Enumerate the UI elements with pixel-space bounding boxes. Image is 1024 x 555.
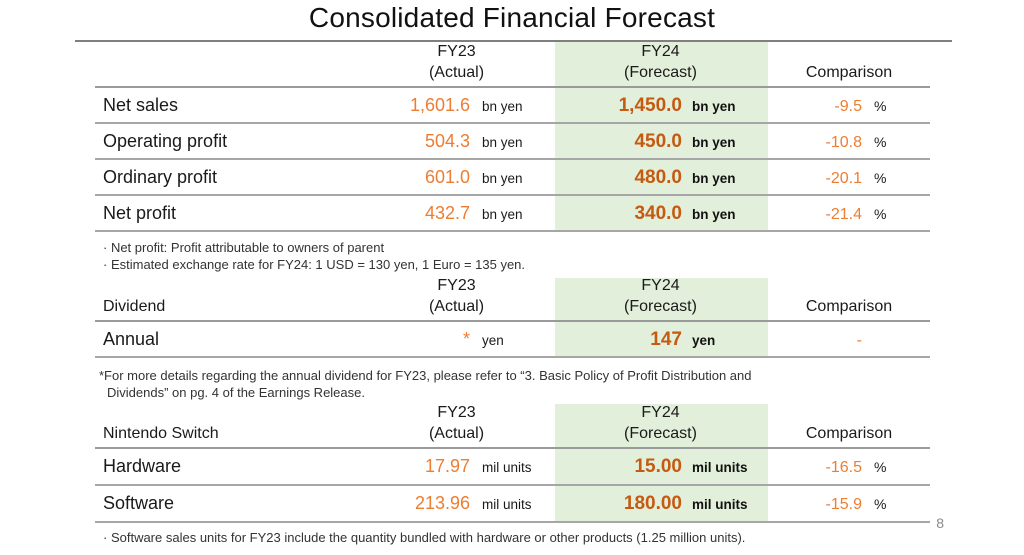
fy24-unit: bn yen (692, 171, 736, 186)
comparison-value: -21.4 (825, 206, 862, 223)
fy23-unit: bn yen (482, 207, 523, 222)
fy23-unit: mil units (482, 460, 532, 475)
header-fy23-kind: (Actual) (428, 64, 485, 81)
header-comparison: Comparison (805, 425, 893, 442)
fy23-value: 601.0 (424, 167, 470, 187)
comparison-unit: % (874, 134, 887, 150)
fy24-unit: bn yen (692, 207, 736, 222)
comparison-unit: % (874, 496, 887, 512)
note-software-bundled: · Software sales units for FY23 include … (103, 530, 746, 545)
fy24-highlight-band (555, 42, 768, 232)
comparison-unit: % (874, 206, 887, 222)
fy23-value: 17.97 (424, 456, 470, 476)
header-fy23-year: FY23 (437, 43, 476, 60)
header-fy24-kind: (Forecast) (624, 425, 697, 442)
dividend-header-row: Dividend FY23 (Actual) FY24 (Forecast) C… (95, 275, 930, 322)
fy23-value: 432.7 (424, 203, 470, 223)
table-row-net-profit: Net profit 432.7 bn yen 340.0 bn yen -21… (95, 196, 930, 232)
fy24-unit: mil units (692, 460, 748, 475)
financial-header-row: FY23 (Actual) FY24 (Forecast) Comparison (95, 42, 930, 88)
table-row-annual-dividend: Annual * yen 147 yen - (95, 322, 930, 358)
fy23-unit: yen (482, 333, 504, 348)
comparison-unit: % (874, 170, 887, 186)
header-fy24-kind: (Forecast) (624, 64, 697, 81)
row-label: Software (103, 493, 175, 513)
header-fy24: FY24 (Forecast) (553, 41, 768, 86)
header-fy23: FY23 (Actual) (360, 275, 553, 320)
fy24-value: 15.00 (634, 456, 682, 477)
table-row-operating-profit: Operating profit 504.3 bn yen 450.0 bn y… (95, 124, 930, 160)
table-row-ordinary-profit: Ordinary profit 601.0 bn yen 480.0 bn ye… (95, 160, 930, 196)
fy23-value: 504.3 (424, 131, 470, 151)
table-row-hardware: Hardware 17.97 mil units 15.00 mil units… (95, 449, 930, 486)
comparison-value: - (856, 332, 862, 349)
fy24-unit: bn yen (692, 135, 736, 150)
fy24-value: 340.0 (634, 203, 682, 224)
financial-table: FY23 (Actual) FY24 (Forecast) Comparison… (95, 42, 930, 232)
row-label: Hardware (103, 456, 182, 476)
fy24-value: 480.0 (634, 167, 682, 188)
dividend-footnote-line2: Dividends” on pg. 4 of the Earnings Rele… (107, 385, 365, 400)
fy24-value: 450.0 (634, 131, 682, 152)
slide-title: Consolidated Financial Forecast (308, 2, 716, 33)
switch-table: Nintendo Switch FY23 (Actual) FY24 (Fore… (95, 404, 930, 523)
header-row-label: Nintendo Switch (103, 425, 219, 442)
header-fy23: FY23 (Actual) (360, 402, 553, 447)
header-fy24-year: FY24 (641, 404, 680, 421)
switch-header-row: Nintendo Switch FY23 (Actual) FY24 (Fore… (95, 404, 930, 449)
fy24-value: 180.00 (623, 493, 682, 514)
comparison-value: -9.5 (834, 98, 862, 115)
comparison-value: -10.8 (825, 134, 862, 151)
header-fy23: FY23 (Actual) (360, 41, 553, 86)
note-exchange-rate: · Estimated exchange rate for FY24: 1 US… (103, 257, 526, 272)
fy23-value: 1,601.6 (409, 95, 470, 115)
fy24-highlight-band (555, 278, 768, 358)
fy23-unit: bn yen (482, 135, 523, 150)
header-fy24-kind: (Forecast) (624, 298, 697, 315)
fy24-value: 147 (650, 329, 682, 350)
fy24-unit: yen (692, 333, 716, 348)
title-rule (75, 40, 952, 42)
header-fy24: FY24 (Forecast) (553, 275, 768, 320)
fy23-value: * (462, 329, 470, 349)
fy23-unit: bn yen (482, 171, 523, 186)
table-row-software: Software 213.96 mil units 180.00 mil uni… (95, 486, 930, 523)
page-number: 8 (936, 515, 944, 531)
header-row-label: Dividend (103, 298, 166, 315)
header-fy24: FY24 (Forecast) (553, 402, 768, 447)
fy24-highlight-band (555, 404, 768, 523)
row-label: Ordinary profit (103, 167, 218, 187)
fy24-unit: mil units (692, 497, 748, 512)
fy23-unit: bn yen (482, 99, 523, 114)
header-fy23-kind: (Actual) (428, 425, 485, 442)
header-comparison: Comparison (805, 64, 893, 81)
fy24-unit: bn yen (692, 99, 736, 114)
dividend-footnote-line1: *For more details regarding the annual d… (99, 368, 752, 383)
comparison-value: -20.1 (825, 170, 862, 187)
fy23-value: 213.96 (414, 493, 470, 513)
header-fy23-year: FY23 (437, 404, 476, 421)
header-fy23-year: FY23 (437, 277, 476, 294)
row-label: Operating profit (103, 131, 228, 151)
dividend-table: Dividend FY23 (Actual) FY24 (Forecast) C… (95, 275, 930, 358)
comparison-unit: % (874, 459, 887, 475)
comparison-unit: % (874, 98, 887, 114)
fy24-value: 1,450.0 (618, 95, 682, 116)
header-fy24-year: FY24 (641, 277, 680, 294)
note-net-profit: · Net profit: Profit attributable to own… (103, 240, 385, 255)
comparison-value: -15.9 (825, 496, 862, 513)
row-label: Net profit (103, 203, 177, 223)
comparison-value: -16.5 (825, 459, 862, 476)
fy23-unit: mil units (482, 497, 532, 512)
header-fy23-kind: (Actual) (428, 298, 485, 315)
header-comparison: Comparison (805, 298, 893, 315)
header-row-label (95, 82, 360, 86)
table-row-net-sales: Net sales 1,601.6 bn yen 1,450.0 bn yen … (95, 88, 930, 124)
row-label: Annual (103, 329, 160, 349)
row-label: Net sales (103, 95, 179, 115)
header-fy24-year: FY24 (641, 43, 680, 60)
